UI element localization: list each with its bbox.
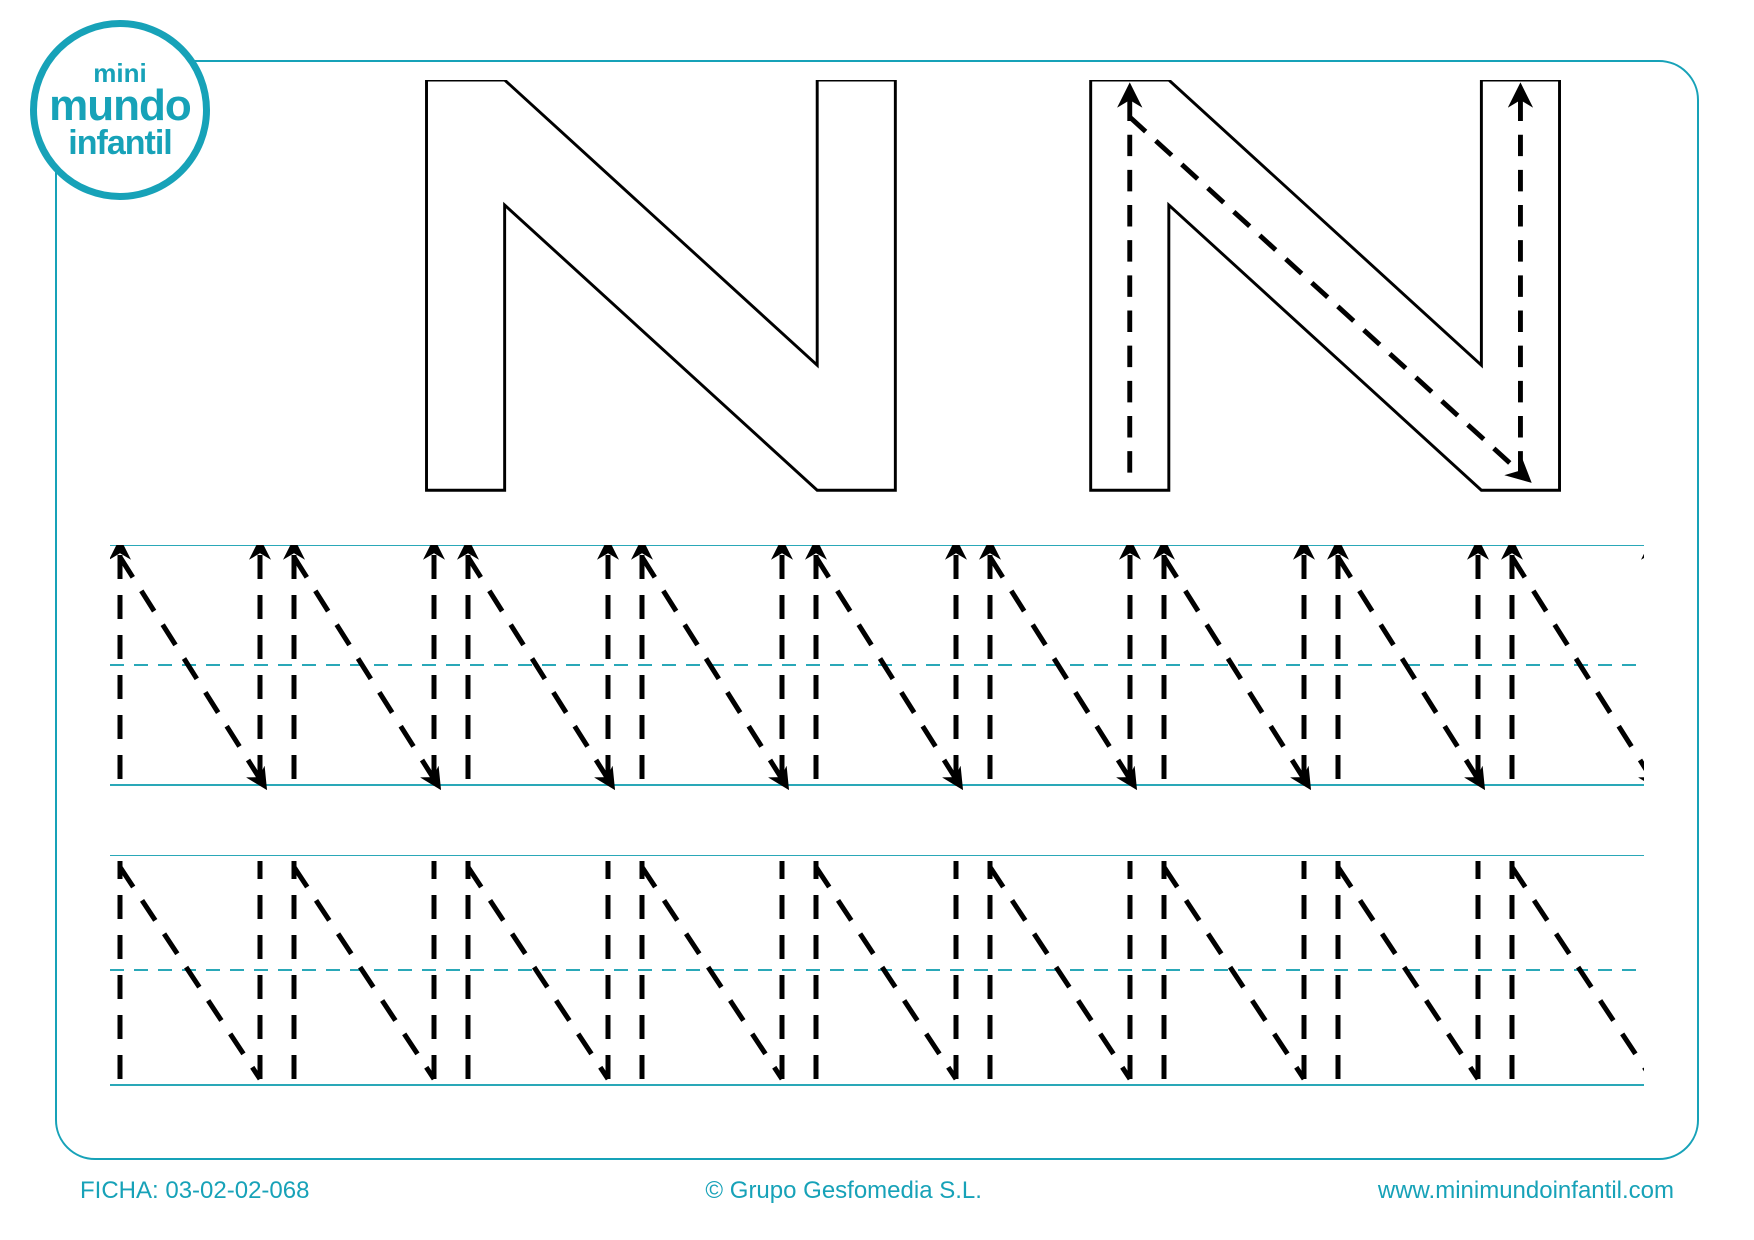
trace-stroke [1512, 867, 1644, 1079]
trace-stroke [816, 867, 956, 1079]
logo-text: mini mundo infantil [30, 20, 210, 200]
trace-stroke [120, 867, 260, 1079]
trace-stroke [294, 867, 434, 1079]
trace-stroke [1338, 557, 1478, 779]
trace-stroke [1338, 867, 1478, 1079]
ficha-label: FICHA: [80, 1177, 159, 1204]
tracing-row-1 [110, 545, 1644, 795]
trace-stroke [1512, 557, 1644, 779]
copyright-text: © Grupo Gesfomedia S.L. [705, 1177, 981, 1205]
ficha-code: FICHA: 03-02-02-068 [80, 1177, 309, 1205]
trace-stroke [468, 867, 608, 1079]
logo-line-2: mundo [49, 85, 191, 127]
trace-stroke [294, 557, 434, 779]
trace-stroke [642, 557, 782, 779]
trace-stroke [120, 557, 260, 779]
hero-letters [280, 80, 1612, 500]
trace-stroke [990, 867, 1130, 1079]
footer: FICHA: 03-02-02-068 © Grupo Gesfomedia S… [80, 1177, 1674, 1205]
brand-logo: mini mundo infantil [30, 20, 210, 200]
footer-url: www.minimundoinfantil.com [1378, 1177, 1674, 1205]
logo-line-3: infantil [68, 127, 171, 159]
trace-stroke [642, 867, 782, 1079]
outline-letter-n [427, 80, 896, 490]
ficha-value: 03-02-02-068 [165, 1177, 309, 1204]
trace-stroke [1164, 867, 1304, 1079]
trace-stroke [816, 557, 956, 779]
trace-stroke [990, 557, 1130, 779]
trace-stroke [1164, 557, 1304, 779]
guide-stroke-2 [1130, 117, 1521, 473]
tracing-row-2 [110, 855, 1644, 1095]
trace-stroke [468, 557, 608, 779]
guide-letter-n-outline [1091, 80, 1560, 490]
